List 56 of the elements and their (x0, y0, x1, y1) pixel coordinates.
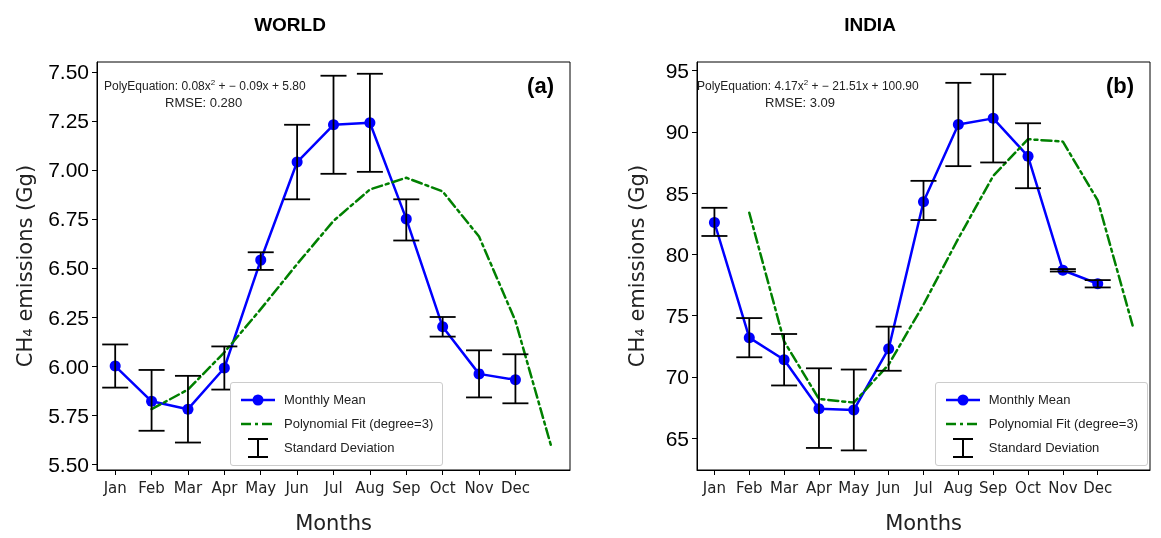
y-tick-label: 6.00 (48, 354, 89, 378)
x-tick-label: Mar (769, 478, 800, 497)
y-tick-label: 70 (665, 365, 689, 389)
x-tick-label: Oct (429, 478, 456, 497)
x-tick-label: Jan (102, 478, 127, 497)
y-tick-label: 5.50 (48, 452, 89, 476)
y-tick-label: 7.00 (48, 158, 89, 182)
y-axis-title: CH₄ emissions (Gg) (624, 164, 649, 368)
x-axis-title: Months (295, 510, 372, 535)
annotation: (b) (1105, 72, 1134, 98)
x-tick-label: Sep (979, 478, 1008, 497)
x-tick-label: Oct (1015, 478, 1042, 497)
chart-title: WORLD (254, 14, 326, 35)
x-tick-label: Aug (355, 478, 385, 497)
x-tick-label: Feb (735, 478, 763, 497)
legend-label: Polynomial Fit (degree=3) (284, 415, 434, 433)
legend-label: Monthly Mean (284, 391, 366, 409)
y-tick-label: 75 (665, 304, 689, 328)
y-tick-label: 95 (665, 59, 689, 83)
x-tick-label: Apr (805, 478, 833, 497)
x-tick-label: May (245, 478, 277, 497)
x-tick-label: Apr (211, 478, 239, 497)
x-tick-label: Jul (913, 478, 933, 497)
y-tick-label: 90 (665, 120, 689, 144)
annotation: (a) (527, 72, 554, 98)
x-tick-label: Jun (875, 478, 901, 497)
y-tick-label: 6.75 (48, 207, 89, 231)
x-tick-label: Sep (392, 478, 421, 497)
y-tick-label: 6.25 (48, 305, 89, 329)
x-tick-label: Feb (138, 478, 165, 497)
chart-title: INDIA (844, 14, 897, 35)
annotation: RMSE: 0.280 (165, 95, 243, 110)
x-tick-label: Nov (464, 478, 494, 497)
y-tick-label: 80 (665, 242, 689, 266)
annotation: RMSE: 3.09 (765, 95, 836, 110)
x-tick-label: Aug (943, 478, 973, 497)
x-tick-label: Dec (1083, 478, 1113, 497)
y-tick-label: 7.25 (48, 109, 89, 133)
legend-label: Monthly Mean (988, 391, 1071, 409)
x-tick-label: Jan (701, 478, 726, 497)
y-tick-label: 6.50 (48, 256, 89, 280)
x-tick-label: Nov (1048, 478, 1078, 497)
x-tick-label: Jul (323, 478, 343, 497)
x-tick-label: Jun (284, 478, 309, 497)
annotation: Standard Deviation (988, 439, 1100, 457)
x-tick-label: Mar (173, 478, 203, 497)
legend-label: Polynomial Fit (degree=3) (988, 415, 1138, 433)
x-tick-label: Dec (500, 478, 530, 497)
x-axis-title: Months (885, 510, 962, 535)
y-tick-label: 7.50 (48, 60, 89, 84)
y-axis-title: CH₄ emissions (Gg) (12, 164, 37, 368)
y-tick-label: 5.75 (48, 403, 89, 427)
x-tick-label: May (838, 478, 870, 497)
annotation: Standard Deviation (284, 439, 395, 457)
y-tick-label: 65 (665, 426, 689, 450)
y-tick-label: 85 (665, 181, 689, 205)
